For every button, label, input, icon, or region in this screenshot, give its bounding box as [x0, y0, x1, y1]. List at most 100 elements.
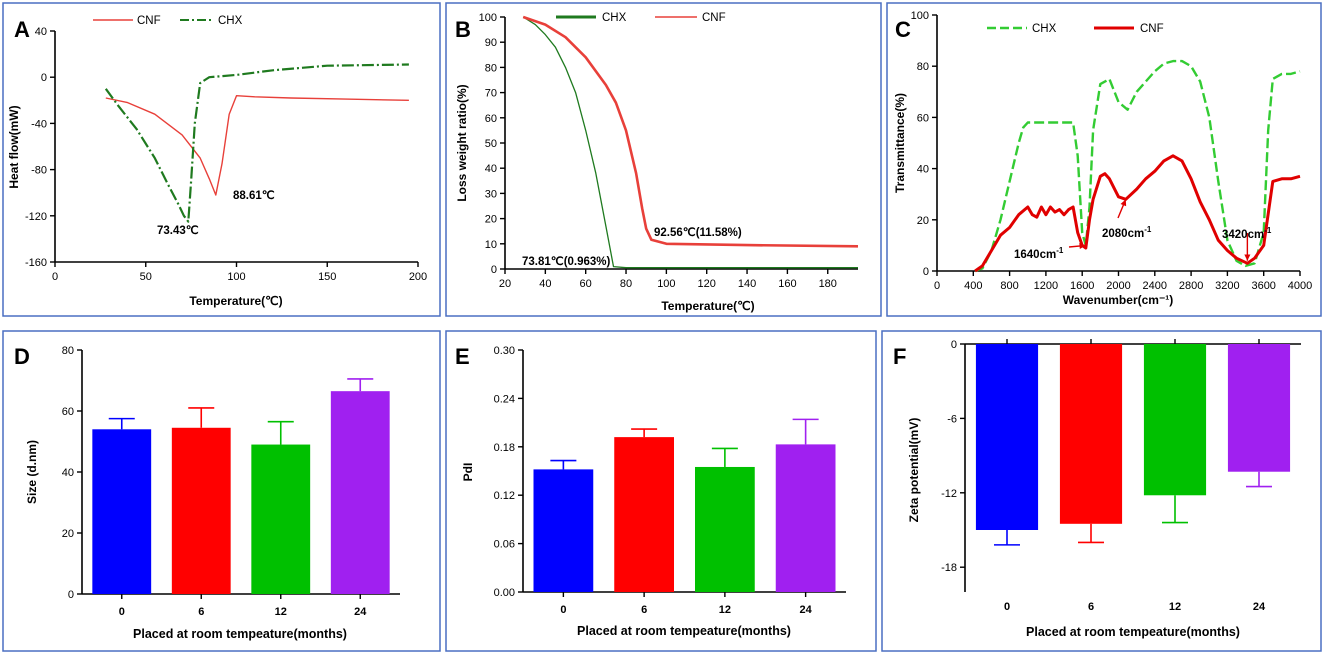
chart-a-legend: CNF CHX — [93, 15, 243, 27]
chart-d-ytick-label-4: 80 — [62, 345, 74, 357]
chart-c-xtick-label-0: 0 — [934, 280, 940, 292]
chart-c-xtick-label-9: 3600 — [1251, 280, 1275, 292]
chart-b-ytick-label-1: 10 — [485, 239, 497, 251]
chart-c-xtick-label-6: 2400 — [1143, 280, 1167, 292]
chart-c-annotation-0-text: 1640cm — [1014, 249, 1056, 261]
chart-f-bar-12 — [1143, 344, 1207, 496]
chart-c-ytick-label-0: 0 — [923, 266, 929, 278]
chart-a-ytick-label-0: 40 — [35, 26, 47, 38]
panel-a-frame — [2, 2, 441, 317]
chart-f-xtick-label-24: 24 — [1253, 601, 1266, 613]
chart-d-ylabel: Size (d.nm) — [25, 440, 39, 504]
chart-b-xtick-label-5: 120 — [698, 278, 716, 290]
panel-letter-d: D — [14, 344, 30, 369]
chart-a-series-cnf — [105, 94, 409, 196]
chart-c-annotation-1-text: 2080cm — [1102, 228, 1144, 240]
chart-f-bar-6 — [1059, 344, 1123, 524]
chart-b-legend-label-1: CNF — [702, 12, 726, 24]
chart-b: 20 40 60 80 100 120 140 160 180 0 10 20 30 40 50 60 70 80… — [455, 12, 859, 313]
chart-d-ytick-label-1: 20 — [62, 528, 74, 540]
chart-c-annotation-1: 2080cm-1 — [1102, 225, 1152, 240]
chart-c-annotation-1-sup: -1 — [1144, 225, 1152, 234]
chart-c-series — [974, 59, 1301, 273]
chart-b-ytick-label-3: 30 — [485, 188, 497, 200]
chart-c-legend-label-0: CHX — [1032, 23, 1057, 35]
chart-b-xtick-label-3: 80 — [620, 278, 632, 290]
chart-b-series — [522, 15, 859, 269]
chart-a-ytick-label-5: -160 — [25, 257, 47, 269]
chart-a-ytick-label-1: 0 — [41, 72, 47, 84]
chart-d-xtick-label-24: 24 — [354, 606, 367, 618]
chart-f-bar-24 — [1227, 344, 1291, 472]
chart-e-xtick-label-12: 12 — [719, 604, 731, 616]
chart-c-annotation-2: 3420cm-1 — [1222, 226, 1272, 241]
panel-letter-c: C — [895, 17, 911, 42]
chart-e-ytick-label-4: 0.24 — [494, 393, 515, 405]
chart-c-xtick-label-10: 4000 — [1288, 280, 1312, 292]
chart-b-ytick-label-8: 80 — [485, 62, 497, 74]
chart-b-annotation-1: 73.81℃(0.963%) — [522, 255, 611, 268]
chart-c-xtick-label-3: 1200 — [1034, 280, 1058, 292]
chart-c-xtick-label-1: 400 — [964, 280, 982, 292]
chart-d: 0 20 40 60 80 0 6 12 24 Placed at room tempeatur… — [25, 345, 400, 641]
chart-c-ytick-label-2: 40 — [917, 164, 929, 176]
chart-d-bar-0 — [92, 429, 152, 594]
chart-d-xlabel: Placed at room tempeature(months) — [133, 627, 347, 641]
chart-b-legend-label-0: CHX — [602, 12, 627, 24]
chart-c-xtick-label-4: 1600 — [1070, 280, 1094, 292]
chart-c-arrowhead-0 — [1079, 242, 1086, 250]
panel-letter-b: B — [455, 17, 471, 42]
chart-f-xtick-label-6: 6 — [1088, 601, 1094, 613]
chart-e-xlabel: Placed at room tempeature(months) — [577, 624, 791, 638]
chart-b-xtick-label-8: 180 — [819, 278, 837, 290]
chart-c-xlabel: Wavenumber(cm⁻¹) — [1063, 293, 1174, 307]
chart-b-ytick-label-9: 90 — [485, 37, 497, 49]
chart-a-ylabel: Heat flow(mW) — [7, 105, 21, 188]
chart-b-xtick-label-0: 20 — [499, 278, 511, 290]
chart-d-ytick-label-2: 40 — [62, 467, 74, 479]
chart-f-ylabel: Zeta potential(mV) — [907, 418, 921, 523]
chart-a: 0 50 100 150 200 40 0 -40 -80 -120 -160 CNF CHX 73… — [7, 15, 427, 308]
chart-b-ytick-label-7: 70 — [485, 88, 497, 100]
chart-d-xtick-label-12: 12 — [275, 606, 287, 618]
chart-e-ytick-label-3: 0.18 — [494, 442, 515, 454]
chart-d-bar-24 — [330, 391, 390, 594]
chart-a-ytick-label-3: -80 — [31, 165, 47, 177]
chart-a-ticks: 0 50 100 150 200 40 0 -40 -80 -120 -160 — [25, 26, 427, 283]
chart-a-annotation-0: 73.43℃ — [157, 224, 199, 237]
chart-b-series-chx — [522, 16, 858, 269]
chart-c-ytick-label-5: 100 — [911, 10, 929, 22]
chart-e-ylabel: PdI — [461, 463, 475, 482]
chart-d-ticks: 0 20 40 60 80 0 6 12 24 — [62, 345, 367, 618]
chart-e-bars — [533, 418, 836, 592]
chart-d-bars — [92, 378, 390, 594]
panel-letter-e: E — [455, 344, 470, 369]
chart-a-xtick-label-3: 150 — [318, 271, 336, 283]
chart-e-bar-0 — [533, 469, 594, 592]
chart-c-annotation-2-text: 3420cm — [1222, 229, 1264, 241]
chart-a-series — [104, 63, 409, 223]
chart-b-xtick-label-2: 60 — [580, 278, 592, 290]
chart-b-xlabel: Temperature(℃) — [661, 299, 754, 313]
chart-a-xtick-label-4: 200 — [409, 271, 427, 283]
chart-c-xtick-label-7: 2800 — [1179, 280, 1203, 292]
chart-f-ytick-label-2: -12 — [941, 488, 957, 500]
chart-b-ytick-label-6: 60 — [485, 113, 497, 125]
chart-a-ytick-label-2: -40 — [31, 118, 47, 130]
chart-c-legend: CHX CNF — [987, 23, 1164, 35]
chart-b-ytick-label-4: 40 — [485, 163, 497, 175]
chart-c-xtick-label-8: 3200 — [1215, 280, 1239, 292]
chart-b-xtick-label-6: 140 — [738, 278, 756, 290]
chart-d-xtick-label-6: 6 — [198, 606, 204, 618]
panel-c-frame — [886, 2, 1322, 317]
chart-c-annotation-0-sup: -1 — [1056, 246, 1064, 255]
chart-b-ylabel: Loss weight ratio(%) — [455, 84, 469, 201]
chart-e-bar-6 — [614, 437, 675, 592]
chart-b-legend: CHX CNF — [556, 12, 726, 24]
chart-a-legend-label-0: CNF — [137, 15, 161, 27]
chart-b-xtick-label-1: 40 — [539, 278, 551, 290]
panel-d-frame — [2, 330, 441, 652]
chart-d-ytick-label-3: 60 — [62, 406, 74, 418]
chart-b-ytick-label-5: 50 — [485, 138, 497, 150]
